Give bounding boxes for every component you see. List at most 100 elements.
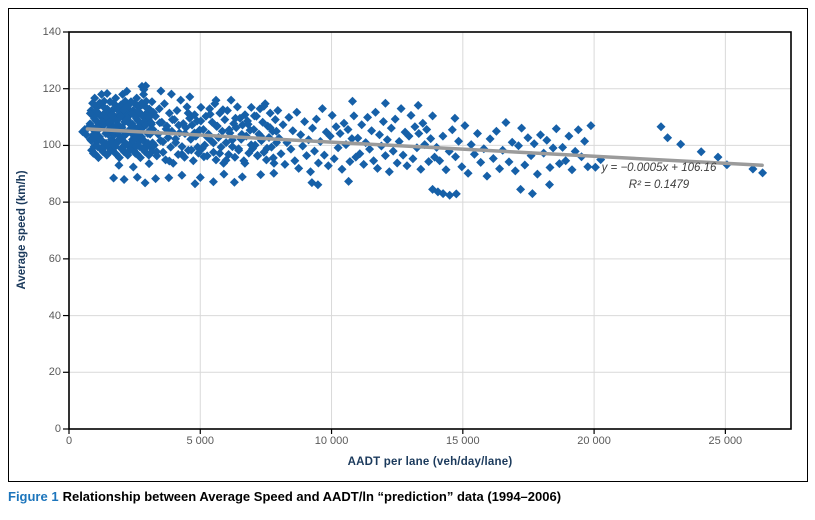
data-point [112,104,121,114]
data-point [85,108,95,118]
data-point [127,108,137,118]
data-point [573,125,583,135]
data-point [333,143,343,153]
x-tick-label: 10 000 [314,435,349,447]
data-point [408,154,418,164]
data-point [308,123,317,133]
data-point [122,86,132,96]
data-point [190,110,200,120]
data-point [457,162,467,172]
data-point [302,151,312,161]
data-point [156,86,166,96]
data-point [404,131,414,141]
data-point [182,102,192,112]
chart-frame: 0 20 40 60 80 100 120 140 0 5 000 10 000 15 000 20 … [8,8,808,482]
data-point [313,180,323,190]
data-point [545,180,554,190]
data-point [102,89,112,98]
data-point [221,155,231,165]
data-point [195,173,205,182]
data-point [348,96,357,106]
data-point [386,123,396,133]
data-point [190,179,200,189]
data-point [400,127,410,137]
data-point [200,140,210,150]
data-point [249,111,259,121]
data-point [558,142,568,152]
x-axis-title: AADT per lane (veh/day/lane) [347,456,513,468]
data-point [109,140,119,150]
data-point [90,93,100,103]
data-point [176,95,186,105]
data-point [187,120,197,130]
x-tick-label: 20 000 [577,435,611,447]
data-point [269,168,279,178]
data-point [554,159,564,169]
data-point [256,170,266,180]
data-point [134,106,144,116]
data-point [523,133,533,143]
data-point [217,126,227,136]
data-point [384,167,394,177]
data-point [109,173,119,183]
data-point [428,111,438,121]
data-point [495,164,505,174]
data-point [177,149,187,159]
data-point [212,121,222,131]
data-point [265,108,275,118]
data-point [323,161,333,171]
data-point [249,125,259,134]
data-point [144,112,154,122]
figure-caption: Figure 1 Relationship between Average Spe… [8,489,561,504]
data-point [586,121,596,131]
data-point [319,150,329,160]
data-point [96,135,106,145]
data-point [327,110,337,120]
data-point [141,81,151,91]
data-point [454,136,464,146]
data-point [532,169,542,179]
data-point [90,114,99,123]
data-point [345,157,355,167]
data-point [231,113,240,123]
data-point [240,158,250,168]
data-point [93,142,103,152]
trendline-annotation: y = −0.0005x + 106.16 R² = 0.1479 [574,160,744,193]
data-point [306,167,315,177]
data-point [292,107,302,117]
data-point [380,151,390,161]
data-point [199,152,209,162]
data-point [164,108,174,118]
data-point [514,141,523,151]
data-point [196,102,206,112]
data-point [420,140,430,150]
data-point [373,163,382,173]
data-point [444,146,454,156]
plot-border [68,31,792,430]
data-point [215,148,225,158]
data-point [344,176,354,186]
data-point [335,129,345,138]
data-point [424,157,434,167]
data-point [430,152,440,162]
data-point [402,161,412,171]
data-point [382,135,392,145]
data-point [261,155,271,165]
data-point [426,134,436,144]
data-point [516,184,526,194]
data-point [140,178,150,188]
y-tick-label: 20 [48,366,61,379]
x-tick-label: 0 [65,435,73,447]
data-point [527,189,537,199]
data-point [488,154,498,163]
data-point [353,133,363,143]
data-point [220,115,230,125]
data-point [504,157,514,167]
data-point [149,140,159,150]
data-point [151,174,161,184]
data-point [185,92,195,102]
data-point [413,100,423,110]
data-point [132,93,142,103]
data-point [208,138,218,148]
data-point [410,122,420,132]
